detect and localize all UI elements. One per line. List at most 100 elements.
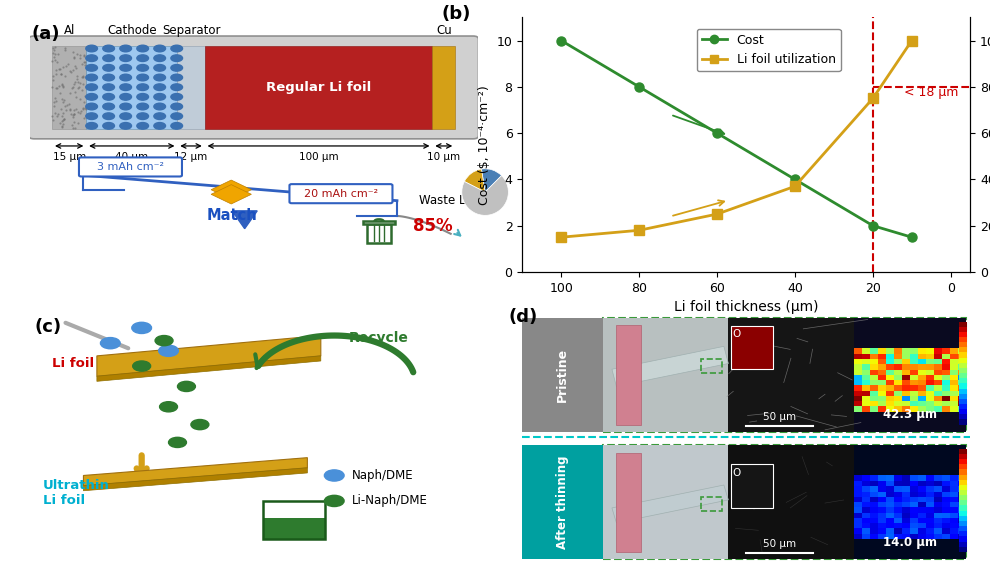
Wedge shape [481, 169, 502, 192]
Text: Pristine: Pristine [556, 348, 569, 402]
Bar [941, 491, 950, 497]
Bar [910, 374, 919, 380]
Bar [918, 390, 927, 396]
Bar [957, 390, 966, 396]
Bar [886, 502, 895, 508]
Circle shape [153, 55, 165, 62]
Circle shape [103, 123, 115, 129]
Bar [934, 481, 942, 487]
Bar [878, 395, 887, 401]
Circle shape [103, 94, 115, 100]
Bar [918, 379, 927, 385]
Text: Li-Naph/DME: Li-Naph/DME [352, 495, 428, 508]
Bar [926, 512, 935, 518]
Bar [886, 348, 895, 354]
Bar [957, 348, 966, 354]
Bar [949, 406, 958, 411]
Bar [941, 379, 950, 385]
Bar [934, 385, 942, 391]
Bar [886, 481, 895, 487]
Bar [934, 507, 942, 513]
Circle shape [86, 103, 97, 110]
Circle shape [137, 123, 148, 129]
Bar [957, 475, 966, 481]
Bar [957, 496, 966, 502]
Bar [941, 390, 950, 396]
Bar [902, 517, 911, 523]
Bar [894, 359, 903, 364]
Bar [870, 400, 879, 406]
Bar [949, 395, 958, 401]
Bar [918, 369, 927, 375]
Bar [959, 389, 967, 393]
Bar [902, 379, 911, 385]
Circle shape [86, 123, 97, 129]
Circle shape [155, 336, 173, 346]
Bar [957, 533, 966, 539]
Bar [878, 364, 887, 370]
Bar [902, 374, 911, 380]
Text: Recycle: Recycle [349, 331, 409, 345]
Bar [959, 531, 967, 537]
Bar [957, 353, 966, 359]
Bar [957, 528, 966, 534]
Bar [918, 523, 927, 528]
Bar [941, 400, 950, 406]
Bar [603, 318, 729, 432]
Bar [861, 406, 870, 411]
Bar [957, 359, 966, 364]
Bar [870, 406, 879, 411]
Circle shape [86, 113, 97, 119]
Text: (a): (a) [32, 25, 60, 43]
Bar [926, 481, 935, 487]
Bar [959, 321, 967, 327]
Bar [949, 491, 958, 497]
Bar [853, 507, 862, 513]
Bar [853, 512, 862, 518]
Bar [918, 512, 927, 518]
Bar [894, 486, 903, 492]
Bar [886, 491, 895, 497]
Circle shape [171, 123, 182, 129]
Bar [959, 521, 967, 526]
Bar [926, 496, 935, 502]
Bar [878, 374, 887, 380]
Bar [918, 353, 927, 359]
Bar [959, 368, 967, 373]
Circle shape [103, 113, 115, 119]
Bar [878, 481, 887, 487]
Bar [941, 533, 950, 539]
Bar [959, 490, 967, 495]
Text: 40 μm: 40 μm [115, 152, 148, 162]
Bar [870, 486, 879, 492]
Bar [910, 502, 919, 508]
Circle shape [153, 103, 165, 110]
Text: 50 μm: 50 μm [763, 539, 796, 549]
Bar [894, 374, 903, 380]
Bar [861, 400, 870, 406]
Bar [861, 491, 870, 497]
Bar [52, 46, 86, 129]
Wedge shape [461, 176, 509, 215]
Polygon shape [211, 184, 251, 204]
Bar [949, 364, 958, 370]
Bar [941, 502, 950, 508]
Bar [959, 384, 967, 389]
Circle shape [120, 84, 132, 90]
Circle shape [325, 495, 345, 506]
Circle shape [120, 103, 132, 110]
Bar [957, 512, 966, 518]
Bar [886, 533, 895, 539]
Circle shape [171, 65, 182, 71]
Bar [941, 486, 950, 492]
Bar [878, 353, 887, 359]
Bar [959, 485, 967, 490]
Bar [886, 400, 895, 406]
Bar [918, 406, 927, 411]
Text: O: O [733, 329, 742, 339]
Bar [861, 379, 870, 385]
Bar [886, 486, 895, 492]
Bar [731, 464, 773, 508]
Text: 20 mAh cm⁻²: 20 mAh cm⁻² [304, 189, 378, 199]
Bar [894, 517, 903, 523]
